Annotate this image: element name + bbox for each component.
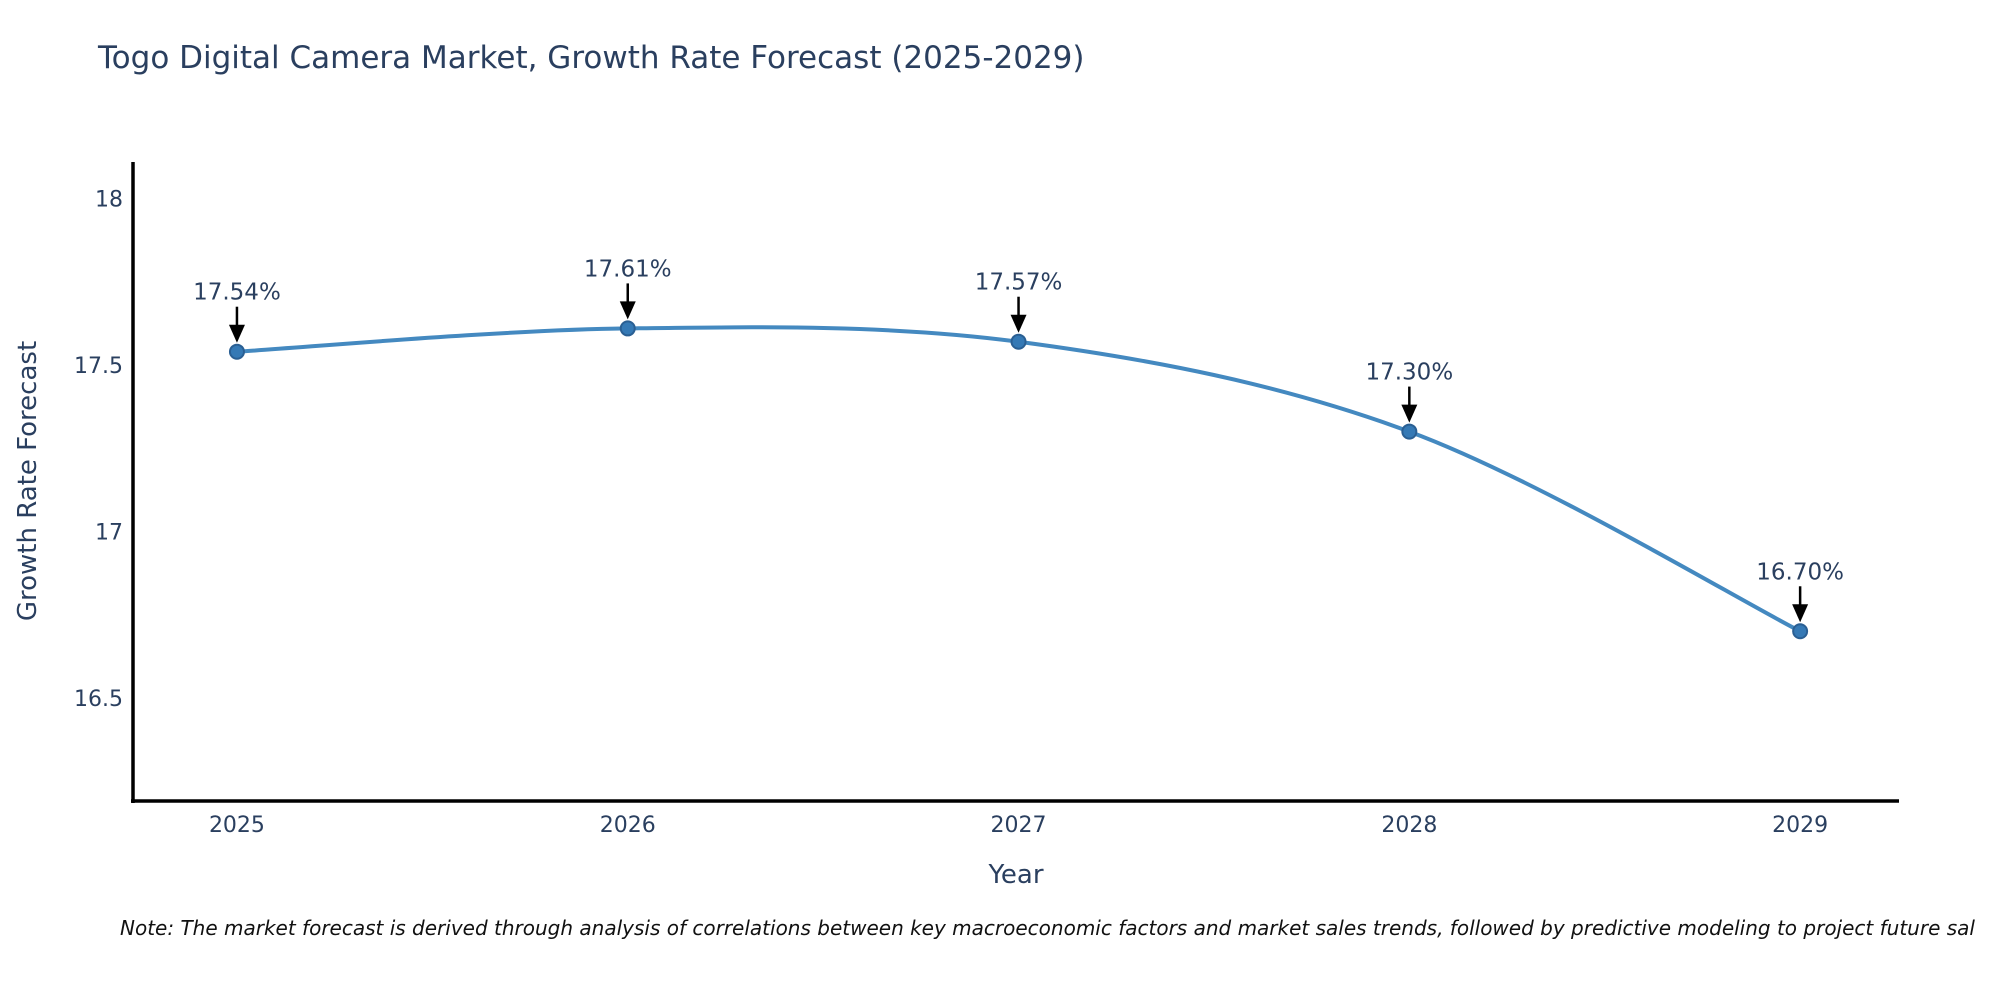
point-label-2027: 17.57% [975, 270, 1063, 296]
x-tick-label-2027: 2027 [991, 813, 1047, 838]
point-label-2026: 17.61% [584, 256, 672, 282]
x-axis-title: Year [988, 860, 1044, 890]
y-tick-label-18: 18 [95, 188, 123, 213]
data-point-2028 [1401, 423, 1418, 440]
y-tick-label-17: 17 [95, 520, 123, 545]
annotation-arrowhead-icon-2029 [1792, 604, 1809, 623]
forecast-line [236, 325, 1802, 634]
data-point-2029 [1792, 623, 1809, 640]
footnote: Note: The market forecast is derived thr… [120, 916, 1975, 940]
point-label-2025: 17.54% [193, 280, 281, 306]
data-point-2026 [619, 320, 636, 337]
annotation-arrowhead-icon-2026 [619, 301, 636, 320]
data-point-2025 [228, 343, 245, 360]
annotation-arrowhead-icon-2028 [1401, 404, 1418, 423]
x-tick-label-2029: 2029 [1772, 813, 1828, 838]
point-label-2028: 17.30% [1365, 360, 1453, 386]
x-tick-label-2025: 2025 [209, 813, 265, 838]
point-label-2029: 16.70% [1756, 559, 1844, 585]
data-point-2027 [1010, 333, 1027, 350]
annotation-arrowhead-icon-2027 [1010, 314, 1027, 333]
y-tick-label-16.5: 16.5 [74, 687, 123, 712]
x-tick-label-2028: 2028 [1381, 813, 1437, 838]
y-tick-label-17.5: 17.5 [74, 354, 123, 379]
annotation-arrowhead-icon-2025 [228, 324, 245, 343]
chart-title: Togo Digital Camera Market, Growth Rate … [98, 40, 1085, 76]
y-axis-title: Growth Rate Forecast [13, 340, 43, 622]
x-tick-label-2026: 2026 [600, 813, 656, 838]
